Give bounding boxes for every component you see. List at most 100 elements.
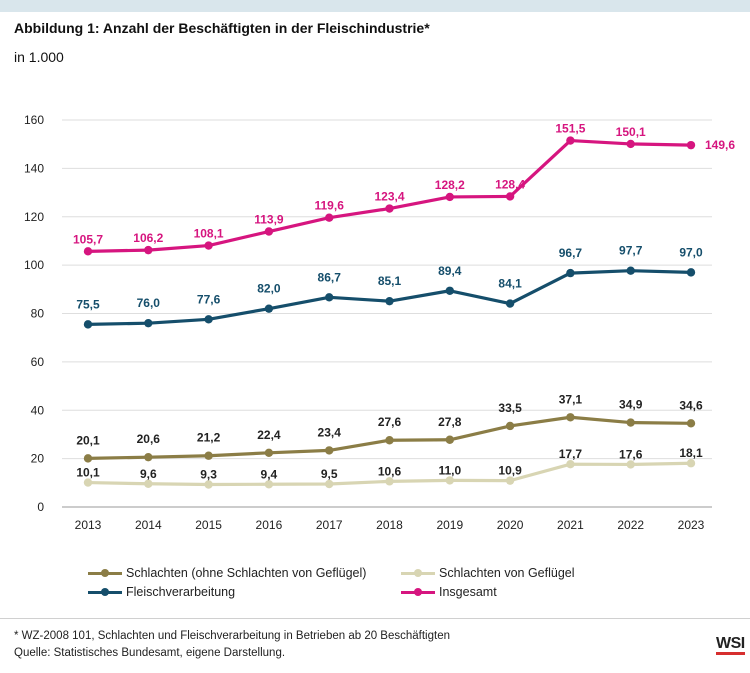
x-tick-label: 2021 [557, 518, 584, 532]
x-tick-label: 2017 [316, 518, 343, 532]
data-label-gefluegel: 10,6 [378, 464, 402, 478]
data-label-schlachten: 20,6 [137, 432, 161, 446]
data-label-insgesamt: 108,1 [194, 227, 224, 241]
data-point-gefluegel [626, 460, 635, 469]
data-label-fleischverarbeitung: 97,7 [619, 244, 643, 258]
data-label-gefluegel: 9,6 [140, 467, 157, 481]
legend-marker-schlachten [88, 568, 122, 577]
data-label-insgesamt: 123,4 [374, 190, 404, 204]
wsi-logo: WSI [716, 636, 745, 655]
x-tick-label: 2019 [436, 518, 463, 532]
data-label-gefluegel: 9,5 [321, 467, 338, 481]
data-point-fleischverarbeitung [325, 293, 334, 302]
data-point-gefluegel [566, 459, 575, 469]
data-point-schlachten [445, 435, 454, 444]
data-label-fleischverarbeitung: 84,1 [498, 277, 522, 291]
data-label-gefluegel: 11,0 [438, 463, 461, 477]
y-tick-label: 20 [31, 452, 45, 466]
data-label-insgesamt: 128,4 [495, 177, 525, 191]
data-label-gefluegel: 10,1 [76, 466, 100, 480]
data-label-gefluegel: 17,6 [619, 447, 643, 461]
data-label-schlachten: 27,8 [438, 415, 462, 429]
data-label-insgesamt: 149,6 [705, 138, 735, 152]
data-point-schlachten [626, 418, 635, 427]
x-tick-label: 2020 [497, 518, 524, 532]
data-label-schlachten: 34,6 [679, 398, 703, 412]
data-point-schlachten [264, 448, 274, 458]
data-point-gefluegel [204, 480, 213, 489]
y-tick-label: 160 [24, 113, 44, 127]
data-point-fleischverarbeitung [505, 299, 515, 308]
x-tick-label: 2023 [678, 518, 705, 532]
data-point-gefluegel [83, 478, 93, 487]
data-label-schlachten: 27,6 [378, 415, 402, 429]
data-point-insgesamt [686, 140, 696, 150]
x-tick-label: 2013 [75, 518, 102, 532]
data-point-insgesamt [204, 241, 213, 250]
legend-marker-insgesamt [401, 587, 435, 596]
data-label-fleischverarbeitung: 75,5 [76, 297, 100, 311]
data-point-schlachten [144, 452, 153, 462]
data-label-schlachten: 34,9 [619, 398, 643, 412]
legend-item-gefluegel: Schlachten von Geflügel [401, 566, 575, 580]
data-point-insgesamt [83, 247, 93, 256]
data-label-fleischverarbeitung: 89,4 [438, 264, 462, 278]
data-point-insgesamt [385, 204, 394, 213]
data-label-gefluegel: 17,7 [559, 447, 583, 461]
data-label-fleischverarbeitung: 86,7 [318, 270, 342, 284]
footnote: * WZ-2008 101, Schlachten und Fleischver… [14, 630, 450, 642]
x-tick-label: 2022 [617, 518, 644, 532]
x-tick-label: 2018 [376, 518, 403, 532]
legend-item-insgesamt: Insgesamt [401, 585, 497, 599]
data-label-gefluegel: 10,9 [498, 464, 522, 478]
data-point-gefluegel [445, 476, 454, 485]
data-label-schlachten: 33,5 [498, 401, 522, 415]
data-point-insgesamt [325, 213, 334, 222]
data-label-schlachten: 37,1 [559, 392, 583, 406]
data-point-gefluegel [686, 459, 696, 468]
legend-item-schlachten: Schlachten (ohne Schlachten von Geflügel… [88, 566, 366, 580]
data-point-gefluegel [505, 476, 515, 485]
data-point-schlachten [385, 436, 394, 445]
data-label-gefluegel: 18,1 [679, 446, 703, 460]
data-label-fleischverarbeitung: 82,0 [257, 282, 281, 296]
data-point-gefluegel [144, 479, 153, 488]
data-label-gefluegel: 9,3 [200, 468, 217, 482]
data-label-fleischverarbeitung: 96,7 [559, 246, 583, 260]
y-tick-label: 60 [31, 355, 45, 369]
data-point-insgesamt [264, 227, 274, 236]
data-point-fleischverarbeitung [83, 320, 93, 329]
data-label-fleischverarbeitung: 76,0 [137, 296, 161, 310]
data-label-insgesamt: 113,9 [254, 213, 284, 227]
data-point-fleischverarbeitung [626, 266, 635, 275]
data-point-schlachten [686, 419, 696, 428]
data-point-insgesamt [626, 139, 635, 149]
data-label-fleischverarbeitung: 77,6 [197, 292, 221, 306]
x-tick-label: 2015 [195, 518, 222, 532]
y-tick-label: 100 [24, 258, 44, 272]
data-label-insgesamt: 128,2 [435, 178, 465, 192]
y-tick-label: 120 [24, 210, 44, 224]
data-label-insgesamt: 119,6 [315, 199, 345, 213]
data-point-fleischverarbeitung [445, 286, 454, 295]
footer-divider [0, 618, 750, 619]
data-point-fleischverarbeitung [566, 268, 575, 278]
data-label-insgesamt: 150,1 [616, 125, 646, 139]
data-point-insgesamt [566, 136, 575, 145]
data-point-schlachten [83, 454, 93, 463]
data-point-insgesamt [144, 245, 153, 255]
data-label-fleischverarbeitung: 97,0 [679, 245, 703, 259]
data-label-schlachten: 20,1 [76, 433, 100, 447]
data-point-gefluegel [325, 479, 334, 489]
data-point-fleischverarbeitung [264, 304, 274, 313]
legend-label-gefluegel: Schlachten von Geflügel [439, 566, 575, 580]
legend-marker-gefluegel [401, 568, 435, 577]
legend-item-verarbeitung: Fleischverarbeitung [88, 585, 235, 599]
data-label-gefluegel: 9,4 [261, 467, 278, 481]
data-point-schlachten [204, 451, 213, 460]
data-point-fleischverarbeitung [686, 268, 696, 277]
y-tick-label: 40 [31, 403, 45, 417]
x-tick-label: 2016 [256, 518, 283, 532]
data-point-gefluegel [385, 477, 394, 486]
data-point-gefluegel [264, 480, 274, 489]
